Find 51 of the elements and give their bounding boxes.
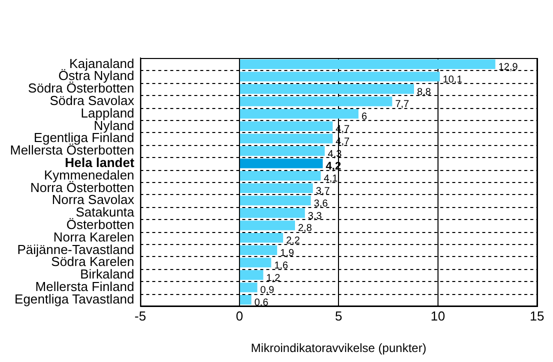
data-label: 12,9 — [498, 62, 518, 73]
data-label: 7,7 — [395, 99, 410, 110]
data-label: 2,2 — [286, 236, 300, 247]
bar — [240, 183, 313, 194]
x-tick-label: 5 — [335, 308, 342, 324]
bar — [240, 158, 323, 168]
bar — [240, 121, 333, 132]
bar — [240, 270, 264, 280]
y-tick-label: Norra Karelen — [53, 229, 134, 244]
y-tick-label: Egentliga Tavastland — [14, 291, 134, 306]
y-tick-label: Lappland — [80, 105, 134, 120]
bar — [240, 232, 284, 243]
data-label: 2,8 — [298, 223, 312, 234]
y-tick-label: Päijänne-Tavastland — [17, 242, 134, 257]
bar — [240, 208, 305, 218]
data-label: 10,1 — [442, 74, 463, 86]
bar — [240, 220, 295, 230]
bar — [240, 84, 414, 94]
data-label: 1,9 — [280, 248, 294, 259]
y-tick-label: Kajanaland — [69, 56, 134, 71]
bar — [240, 134, 333, 144]
y-tick-label: Hela landet — [64, 154, 135, 170]
data-label: 1,6 — [274, 260, 289, 272]
data-label: 0,9 — [260, 285, 275, 296]
bar — [240, 282, 258, 292]
data-label: 3,7 — [316, 186, 330, 197]
x-tick-label: -5 — [134, 308, 146, 324]
y-tick-label: Södra Karelen — [51, 254, 134, 270]
x-tick-label: 10 — [430, 308, 446, 324]
bar — [240, 72, 440, 82]
y-tick-label: Norra Savolax — [52, 192, 135, 208]
data-label: 8,8 — [417, 86, 432, 98]
data-label: 1,2 — [266, 272, 281, 284]
bar — [240, 108, 358, 119]
x-axis-title: Mikroindikatoravvikelse (punkter) — [250, 341, 426, 356]
bar — [240, 170, 321, 181]
bar — [240, 196, 311, 206]
bar — [240, 146, 325, 156]
data-label: 4,1 — [324, 174, 338, 185]
x-tick-label: 15 — [530, 308, 544, 324]
y-tick-label: Kymmenedalen — [44, 167, 134, 182]
bar — [240, 245, 278, 256]
bar — [240, 258, 272, 268]
bar — [240, 96, 392, 106]
data-label: 3,3 — [308, 210, 322, 222]
bar — [240, 59, 496, 70]
data-label: 3,6 — [314, 198, 328, 210]
x-tick-label: 0 — [236, 308, 244, 324]
data-label: 6 — [361, 112, 368, 123]
data-label: 0,6 — [254, 298, 269, 309]
bar — [240, 294, 252, 305]
